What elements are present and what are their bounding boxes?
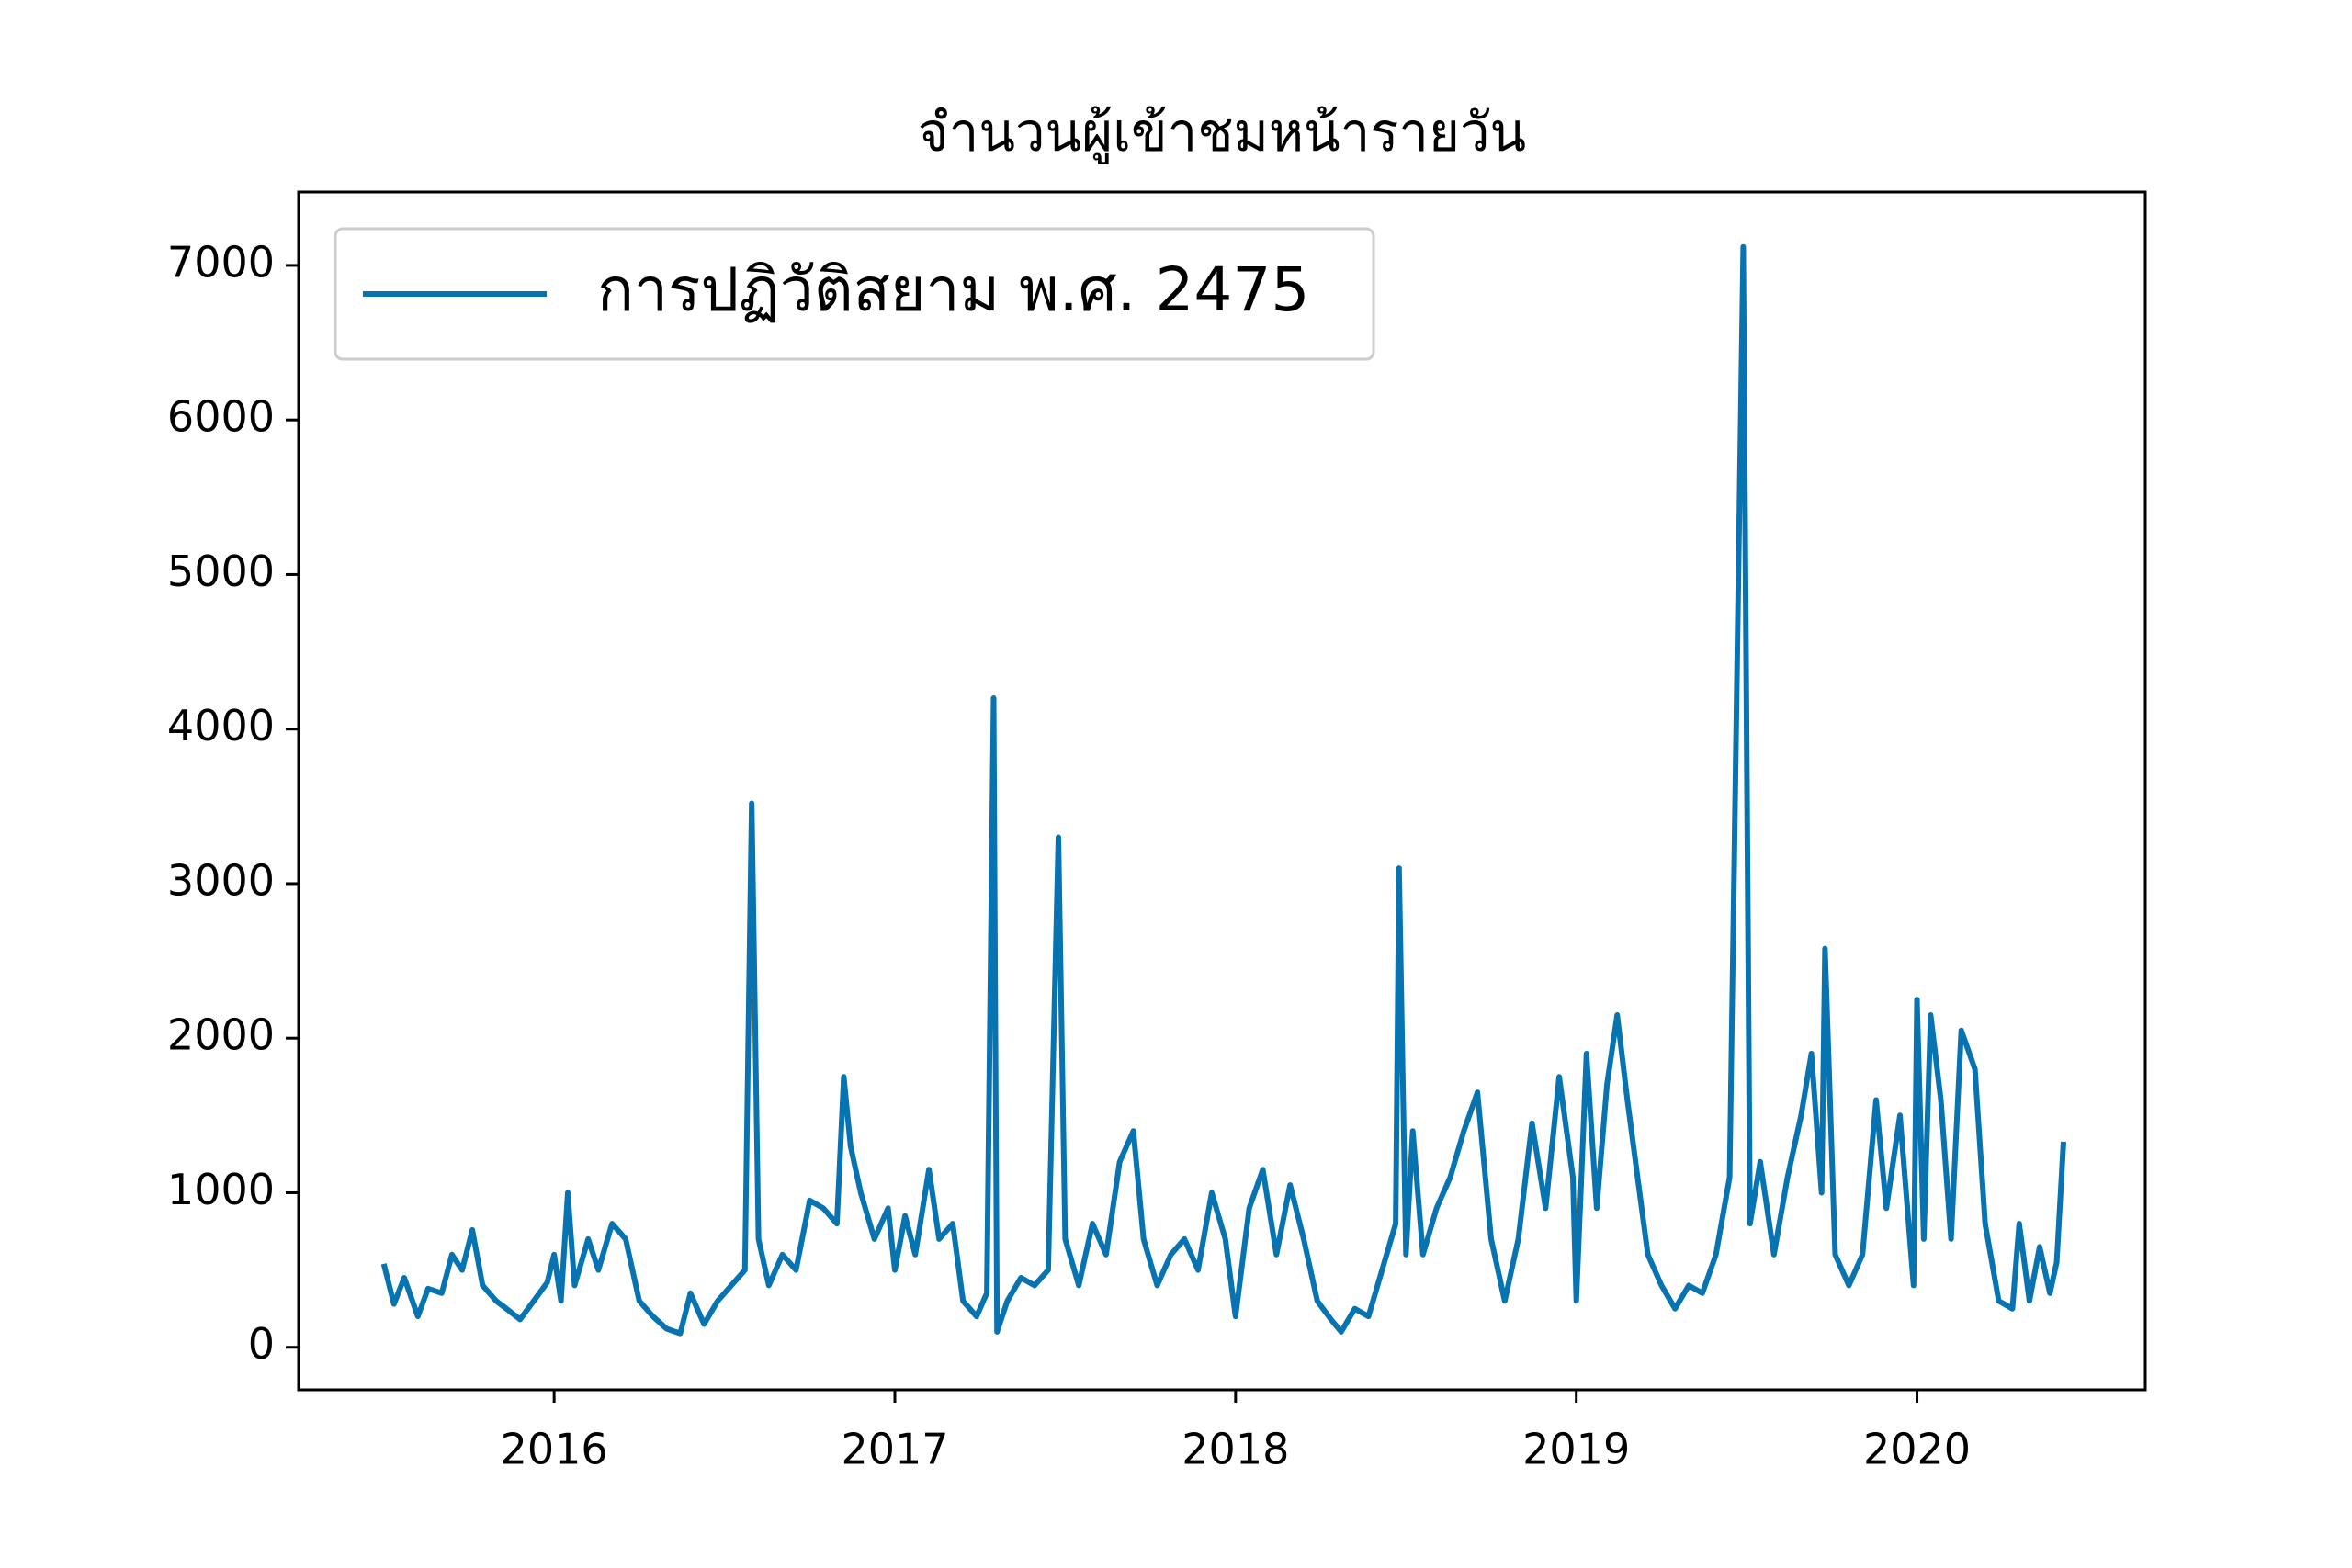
- data-line: [380, 243, 2066, 1337]
- y-tick-label: 4000: [167, 701, 275, 750]
- legend-box: [334, 227, 1375, 361]
- y-tick-label: 6000: [167, 392, 275, 442]
- y-tick-label: 3000: [167, 855, 275, 905]
- axes-frame: [297, 190, 2147, 1392]
- x-tick-label: 2020: [1863, 1425, 1971, 1474]
- x-tick-label: 2019: [1522, 1425, 1630, 1474]
- y-tick-label: 5000: [167, 547, 275, 596]
- chart-title: จำนวนผู้เข้าชมหน้ารายวัน: [918, 101, 1526, 164]
- x-tick-label: 2016: [501, 1425, 608, 1474]
- x-tick-label: 2018: [1182, 1425, 1289, 1474]
- y-tick-label: 1000: [167, 1165, 275, 1214]
- legend-label: การปฏิวัติสยาม พ.ศ. 2475: [597, 254, 1309, 325]
- y-tick-label: 7000: [167, 237, 275, 287]
- y-tick-label: 0: [248, 1319, 275, 1369]
- y-tick-label: 2000: [167, 1010, 275, 1060]
- x-tick-label: 2017: [841, 1425, 948, 1474]
